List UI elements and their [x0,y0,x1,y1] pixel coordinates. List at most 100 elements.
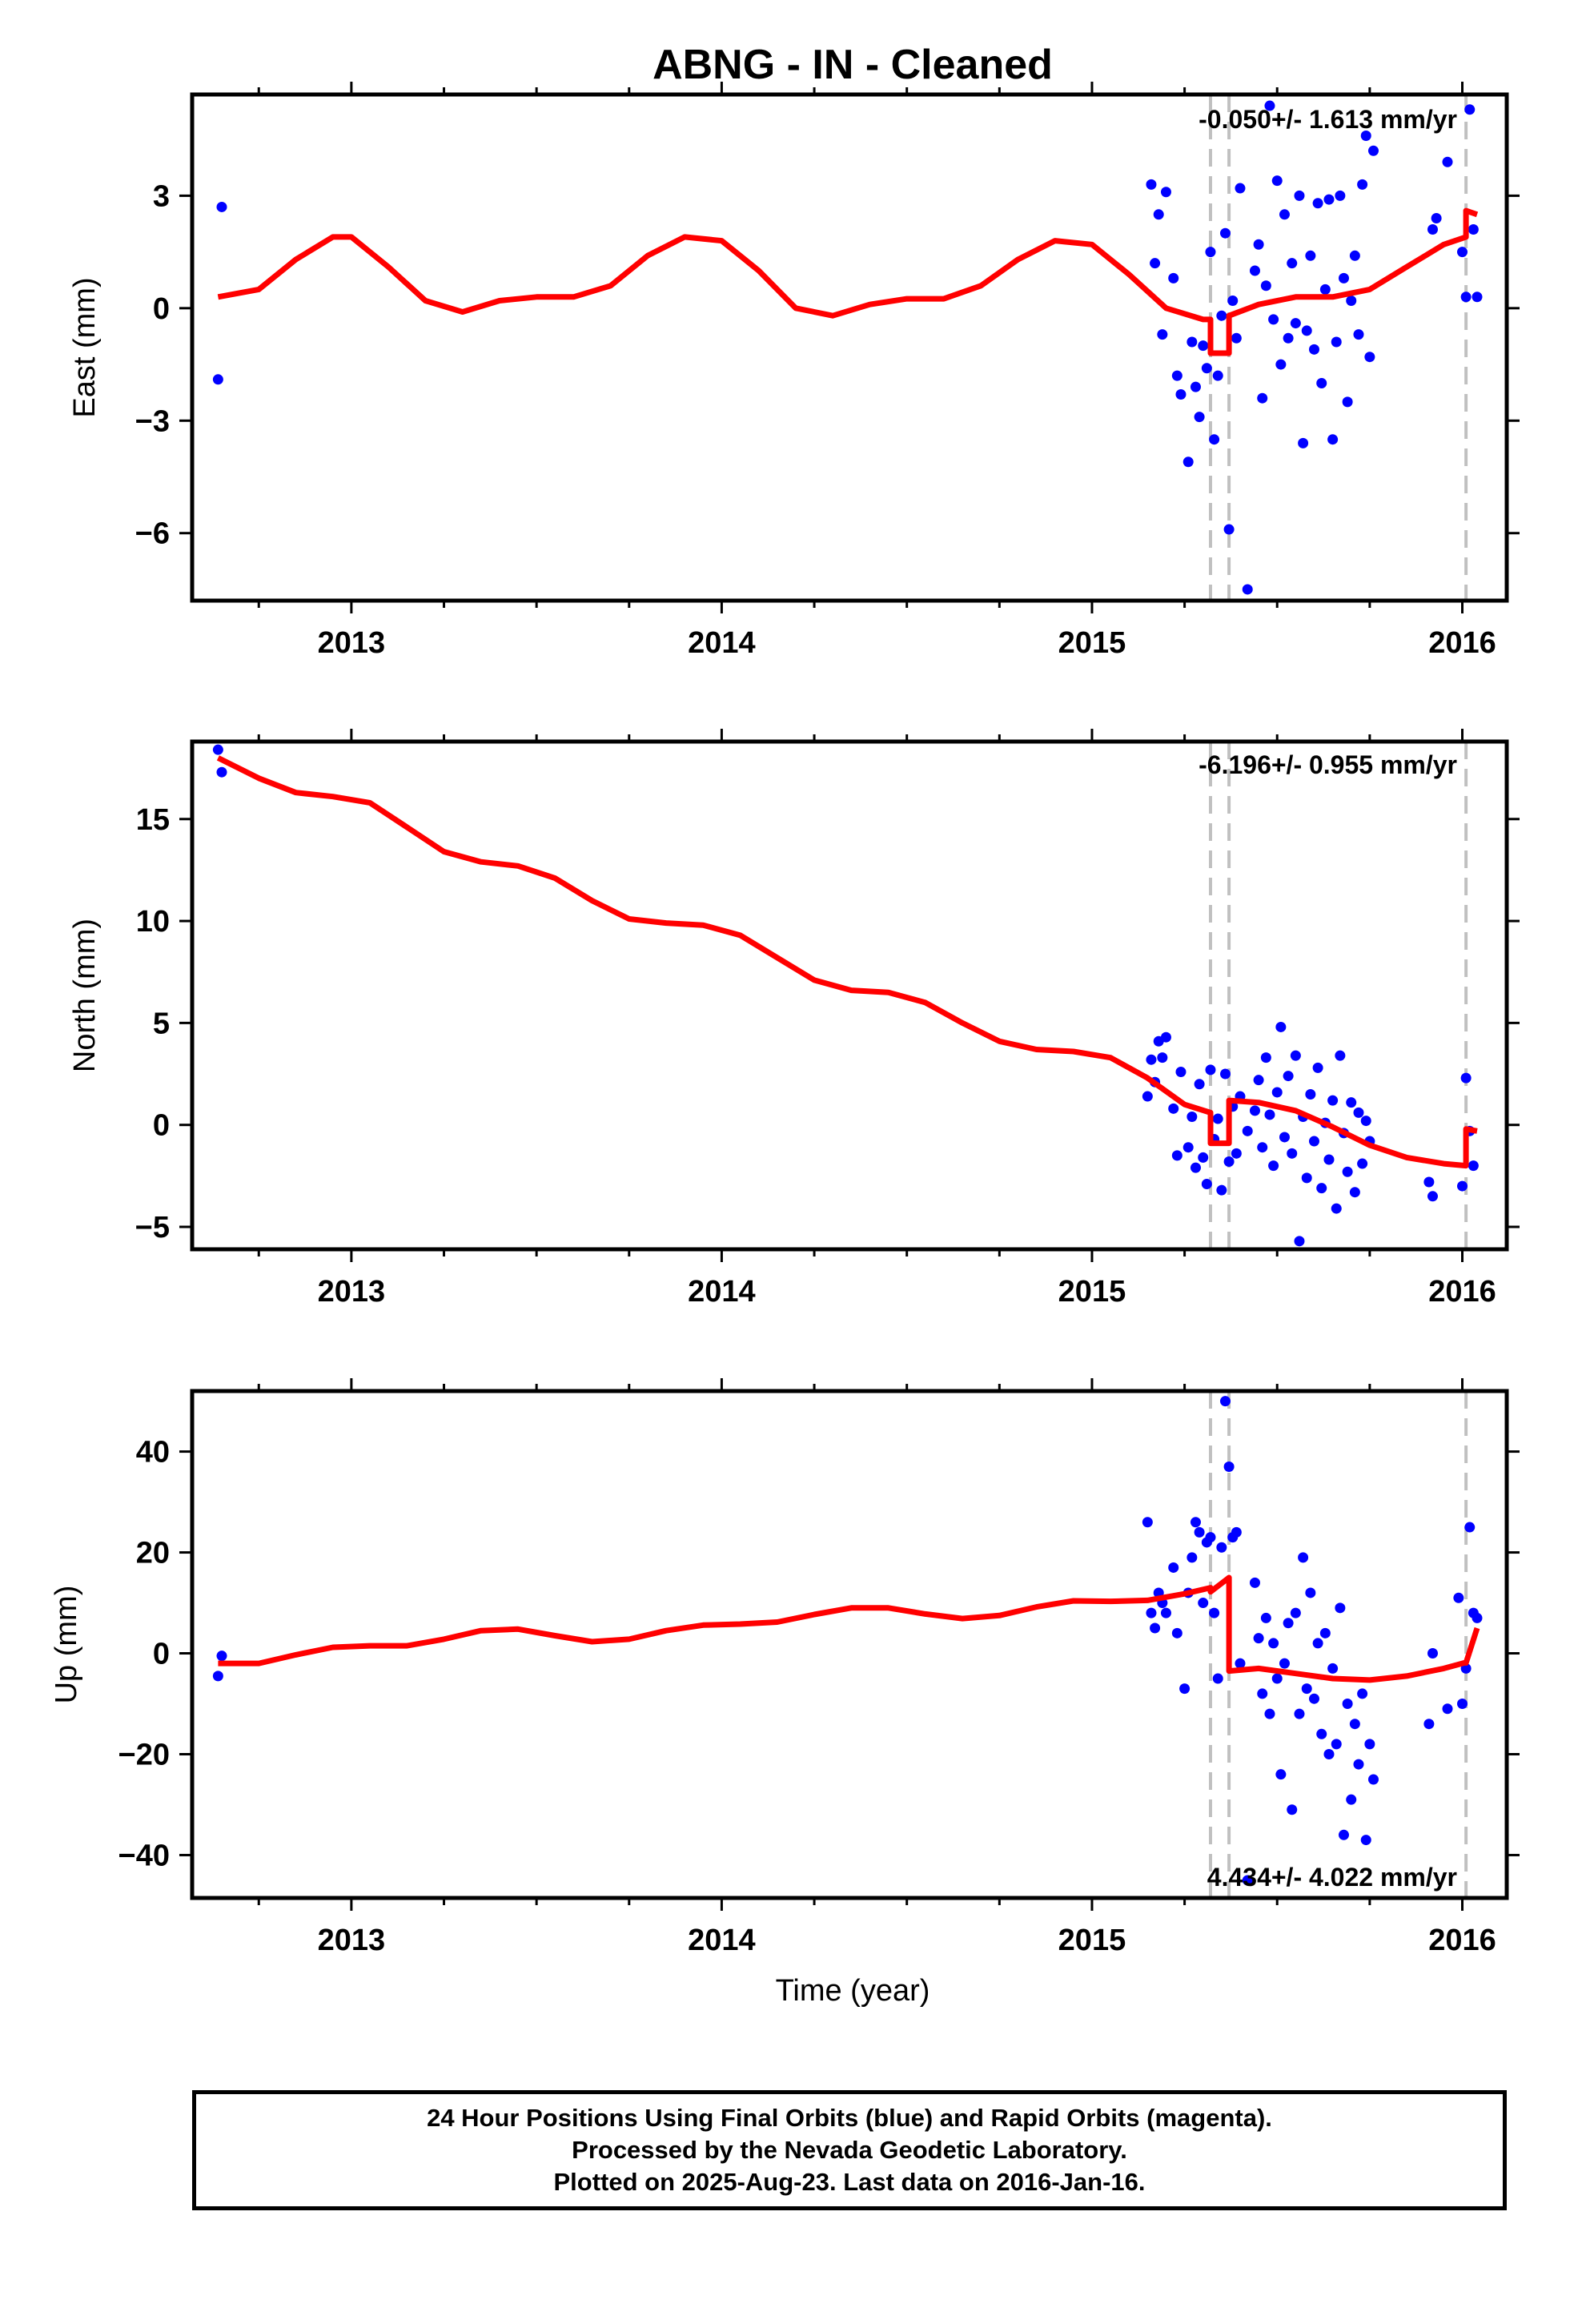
data-point [1212,1673,1223,1684]
data-point [1460,292,1472,303]
data-point [1346,295,1357,306]
y-tick-label: 3 [153,179,170,213]
data-point [1219,227,1231,239]
data-point [212,744,223,755]
data-point [1186,336,1198,348]
data-point [1460,1072,1472,1084]
data-point [1464,104,1476,115]
x-tick-label: 2013 [318,1924,386,1957]
y-tick-label: 0 [153,1109,170,1143]
data-point [1364,1739,1375,1750]
x-tick-label: 2016 [1428,1275,1496,1309]
footer-line-2: Processed by the Nevada Geodetic Laborat… [572,2136,1127,2164]
data-point [212,1671,223,1682]
data-point [1160,187,1171,198]
data-point [1335,1602,1346,1614]
data-point [1305,1088,1316,1100]
data-point [1323,1748,1335,1759]
data-point [1264,100,1275,111]
data-point [1271,1087,1283,1098]
data-point [1279,1658,1290,1669]
panel-frame [190,739,1509,1252]
data-point [1209,1607,1220,1618]
panel-plot-area [212,94,1483,601]
data-point [1335,1050,1346,1061]
data-point [1431,212,1442,223]
data-point [1353,1107,1364,1118]
model-fit-line [217,207,1479,356]
data-point [1283,1071,1294,1082]
data-point [1357,1688,1368,1699]
data-point [1353,329,1364,340]
data-point [216,1651,227,1662]
x-axis-label: Time (year) [776,1974,930,2008]
footer-line-1: 24 Hour Positions Using Final Orbits (bl… [427,2104,1272,2132]
data-point [1305,250,1316,261]
panel-east: 2013 2014 2015 2016 −6 −3 0 3 East (mm) -0.050+/-… [68,82,1520,660]
data-point [1216,1184,1227,1196]
y-axis-label: East (mm) [68,277,102,417]
data-point [1456,1180,1468,1192]
data-point [1150,1622,1161,1634]
data-point [1305,1587,1316,1598]
data-point [1153,209,1164,220]
data-point [1456,1699,1468,1710]
velocity-rate-label: 4.434+/- 4.022 mm/yr [1207,1863,1457,1892]
data-point [1264,1708,1275,1719]
data-point [1367,145,1379,156]
data-point [1294,190,1305,201]
data-point [1223,1156,1235,1168]
data-point [1264,1109,1275,1120]
data-point [1468,224,1479,235]
y-tick-label: 0 [153,292,170,326]
data-point [1231,1148,1242,1159]
data-point [1201,363,1212,374]
data-point [1319,1627,1331,1638]
data-point [1146,1054,1157,1065]
x-tick-label: 2013 [318,1275,386,1309]
y-axis-label: North (mm) [68,919,102,1072]
data-point [1453,1592,1464,1603]
data-point [1353,1759,1364,1770]
data-point [1360,1835,1371,1846]
data-point [1360,130,1371,141]
data-point [1186,1111,1198,1122]
y-tick-label: 15 [136,803,170,837]
data-point [1316,1728,1327,1739]
data-point [1268,1160,1279,1172]
data-point [1249,265,1260,276]
data-point [1268,1638,1279,1649]
data-point [1223,524,1235,535]
data-point [1331,336,1342,348]
data-point [1249,1577,1260,1588]
data-point [1287,1804,1298,1815]
data-point [1253,239,1264,250]
figure-title: ABNG - IN - Cleaned [652,42,1053,88]
data-point [1171,1150,1182,1161]
y-tick-label: −3 [135,404,170,438]
x-tick-label: 2013 [318,626,386,660]
velocity-rate-label: -0.050+/- 1.613 mm/yr [1199,105,1457,134]
data-point [1201,1179,1212,1190]
data-point [1331,1739,1342,1750]
data-point [1212,370,1223,381]
data-point [1242,584,1253,595]
data-point [1319,283,1331,295]
data-point [1219,1068,1231,1080]
data-point [1171,370,1182,381]
data-point [1349,1187,1360,1198]
data-point [1175,389,1186,400]
data-point [1257,392,1268,404]
footer-line-3: Plotted on 2025-Aug-23. Last data on 201… [553,2168,1146,2196]
data-point [1294,1708,1305,1719]
y-tick-label: 40 [136,1436,170,1470]
data-point [1194,1079,1205,1090]
data-point [1142,1517,1153,1528]
data-point [1338,272,1349,283]
data-point [1290,1050,1301,1061]
data-point [1367,1774,1379,1785]
data-point [1423,1176,1435,1188]
data-point [1294,1236,1305,1247]
data-point [1301,1172,1312,1184]
data-point [1235,1658,1246,1669]
